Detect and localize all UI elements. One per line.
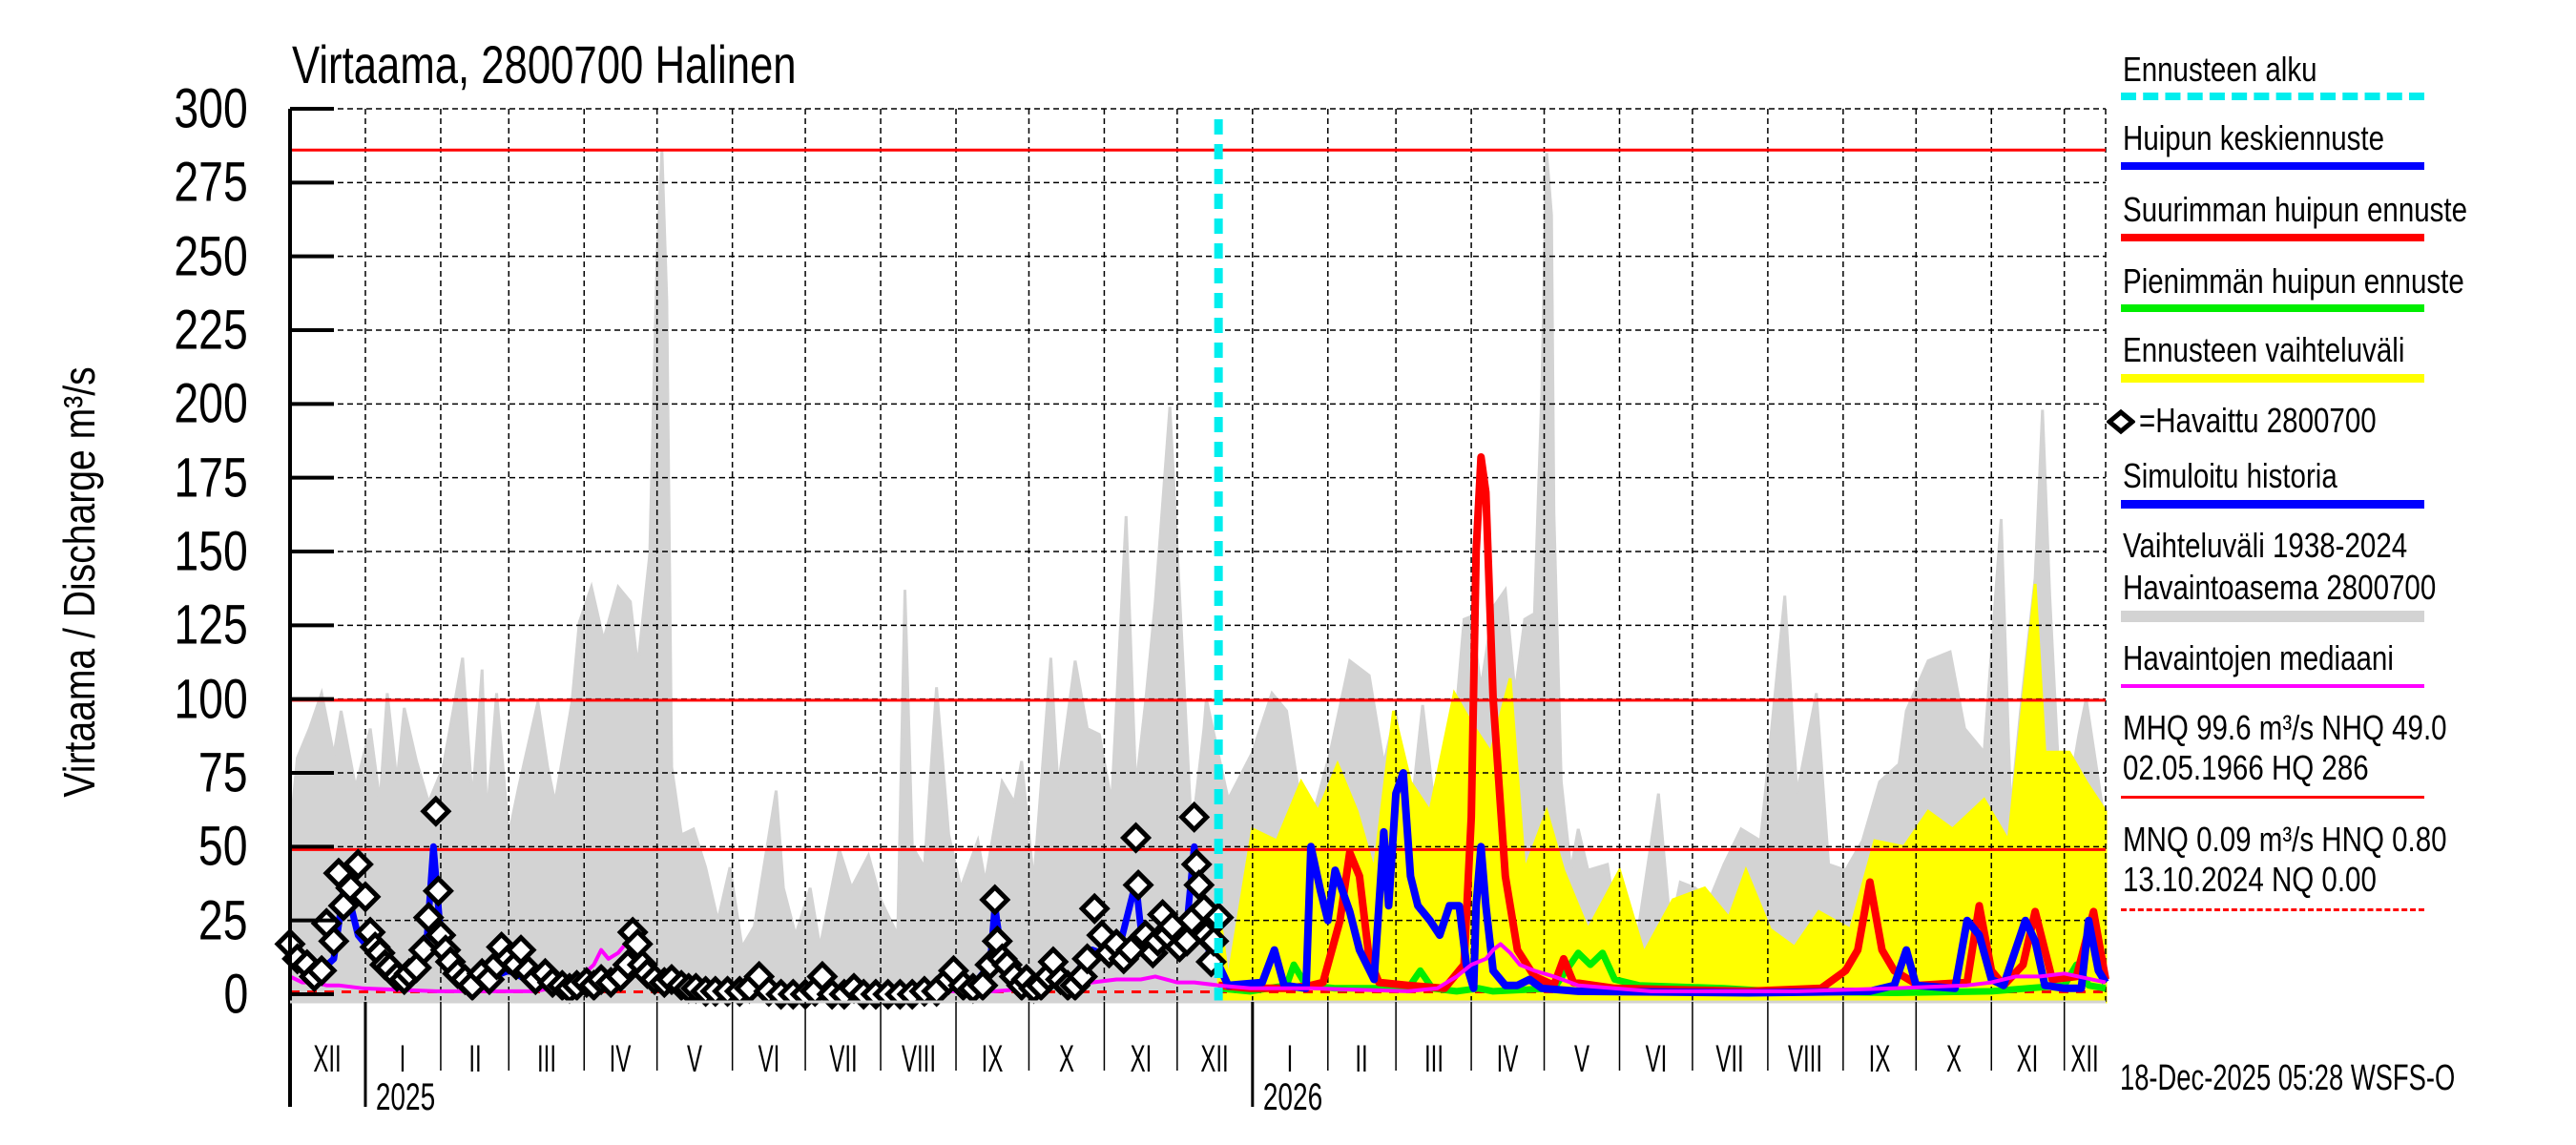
month-label: VI [1645,1038,1668,1080]
month-label: V [687,1038,703,1080]
observed-point [318,925,350,957]
year-label: 2025 [375,1076,436,1118]
chart-title: Virtaama, 2800700 Halinen [292,34,797,94]
legend-mhq-line2: 02.05.1966 HQ 286 [2123,748,2369,787]
month-label: VII [1715,1038,1745,1080]
legend-swatch-magenta [2121,684,2424,688]
timestamp: 18-Dec-2025 05:28 WSFS-O [2120,1058,2456,1098]
legend-swatch-cyan [2121,93,2424,100]
observed-point [1120,822,1153,854]
observed-point [349,881,382,913]
observed-point [305,954,338,987]
y-tick-label: 125 [174,593,248,656]
month-label: XII [313,1038,343,1080]
legend-swatch-blue-sim [2121,500,2424,509]
legend-max-peak: Suurimman huipun ennuste [2123,190,2468,229]
legend-range-line2: Havaintoasema 2800700 [2123,568,2437,607]
month-label: IV [1496,1038,1519,1080]
month-label: IX [1868,1038,1891,1080]
legend-forecast-start: Ennusteen alku [2123,50,2317,89]
month-label: X [1058,1038,1074,1080]
legend-median: Havaintojen mediaani [2123,638,2394,677]
legend-swatch-red-dashed [2121,908,2424,911]
legend-range-line1: Vaihteluväli 1938-2024 [2123,526,2408,565]
observed-point [1114,934,1147,967]
y-tick-label: 225 [174,299,248,362]
observed-point [342,848,374,881]
observed-point [1178,801,1211,833]
month-label: IX [981,1038,1004,1080]
legend-simulated: Simuloitu historia [2123,456,2337,495]
y-tick-label: 175 [174,447,248,510]
month-label: VIII [901,1038,936,1080]
month-label: III [536,1038,556,1080]
month-label: XI [2017,1038,2039,1080]
month-label: IV [610,1038,632,1080]
month-label: VIII [1788,1038,1823,1080]
month-label: II [1355,1038,1369,1080]
observed-point [407,934,440,967]
observed-point [1078,892,1111,925]
legend-forecast-range: Ennusteen vaihteluväli [2123,330,2405,369]
diamond-marker-icon [2107,408,2135,435]
observed-point [1197,925,1230,957]
month-label: X [1945,1038,1962,1080]
legend-swatch-red-solid [2121,796,2424,799]
observed-point [1183,869,1215,902]
y-tick-label: 50 [198,815,248,878]
observed-point [422,875,454,907]
legend-swatch-yellow [2121,374,2424,383]
month-label: I [400,1038,406,1080]
y-tick-label: 275 [174,151,248,214]
month-label: VI [758,1038,780,1080]
y-tick-label: 300 [174,77,248,140]
y-tick-label: 25 [198,889,248,952]
month-label: VII [828,1038,858,1080]
month-label: XI [1130,1038,1152,1080]
legend-swatch-green [2121,304,2424,312]
observed-point [979,884,1011,916]
y-tick-label: 75 [198,741,248,804]
legend-min-peak: Pienimmän huipun ennuste [2123,261,2464,301]
month-label: XII [1200,1038,1229,1080]
legend-mnq-line1: MNQ 0.09 m³/s HNQ 0.80 [2123,820,2447,859]
month-label: V [1573,1038,1590,1080]
year-label: 2026 [1262,1076,1322,1118]
legend-swatch-blue [2121,162,2424,170]
y-tick-label: 200 [174,372,248,435]
observed-point [1188,892,1220,925]
month-label: II [467,1038,482,1080]
legend-observed: =Havaittu 2800700 [2139,401,2377,440]
observed-point [412,902,445,934]
y-tick-label: 100 [174,668,248,731]
observed-point [1122,869,1154,902]
forecast-range-band [1216,583,2108,1004]
y-tick-label: 0 [223,963,248,1026]
y-axis-label: Virtaama / Discharge m³/s [54,366,104,798]
month-label: XII [2070,1038,2100,1080]
y-tick-label: 250 [174,225,248,288]
month-label: III [1423,1038,1444,1080]
month-label: I [1286,1038,1294,1080]
observed-point [420,795,452,827]
legend-mnq-line2: 13.10.2024 NQ 0.00 [2123,860,2377,899]
legend-mean-peak: Huipun keskiennuste [2123,118,2385,157]
y-tick-label: 150 [174,520,248,583]
legend-swatch-red [2121,234,2424,241]
legend-swatch-gray [2121,611,2424,622]
legend-mhq-line1: MHQ 99.6 m³/s NHQ 49.0 [2123,708,2447,747]
